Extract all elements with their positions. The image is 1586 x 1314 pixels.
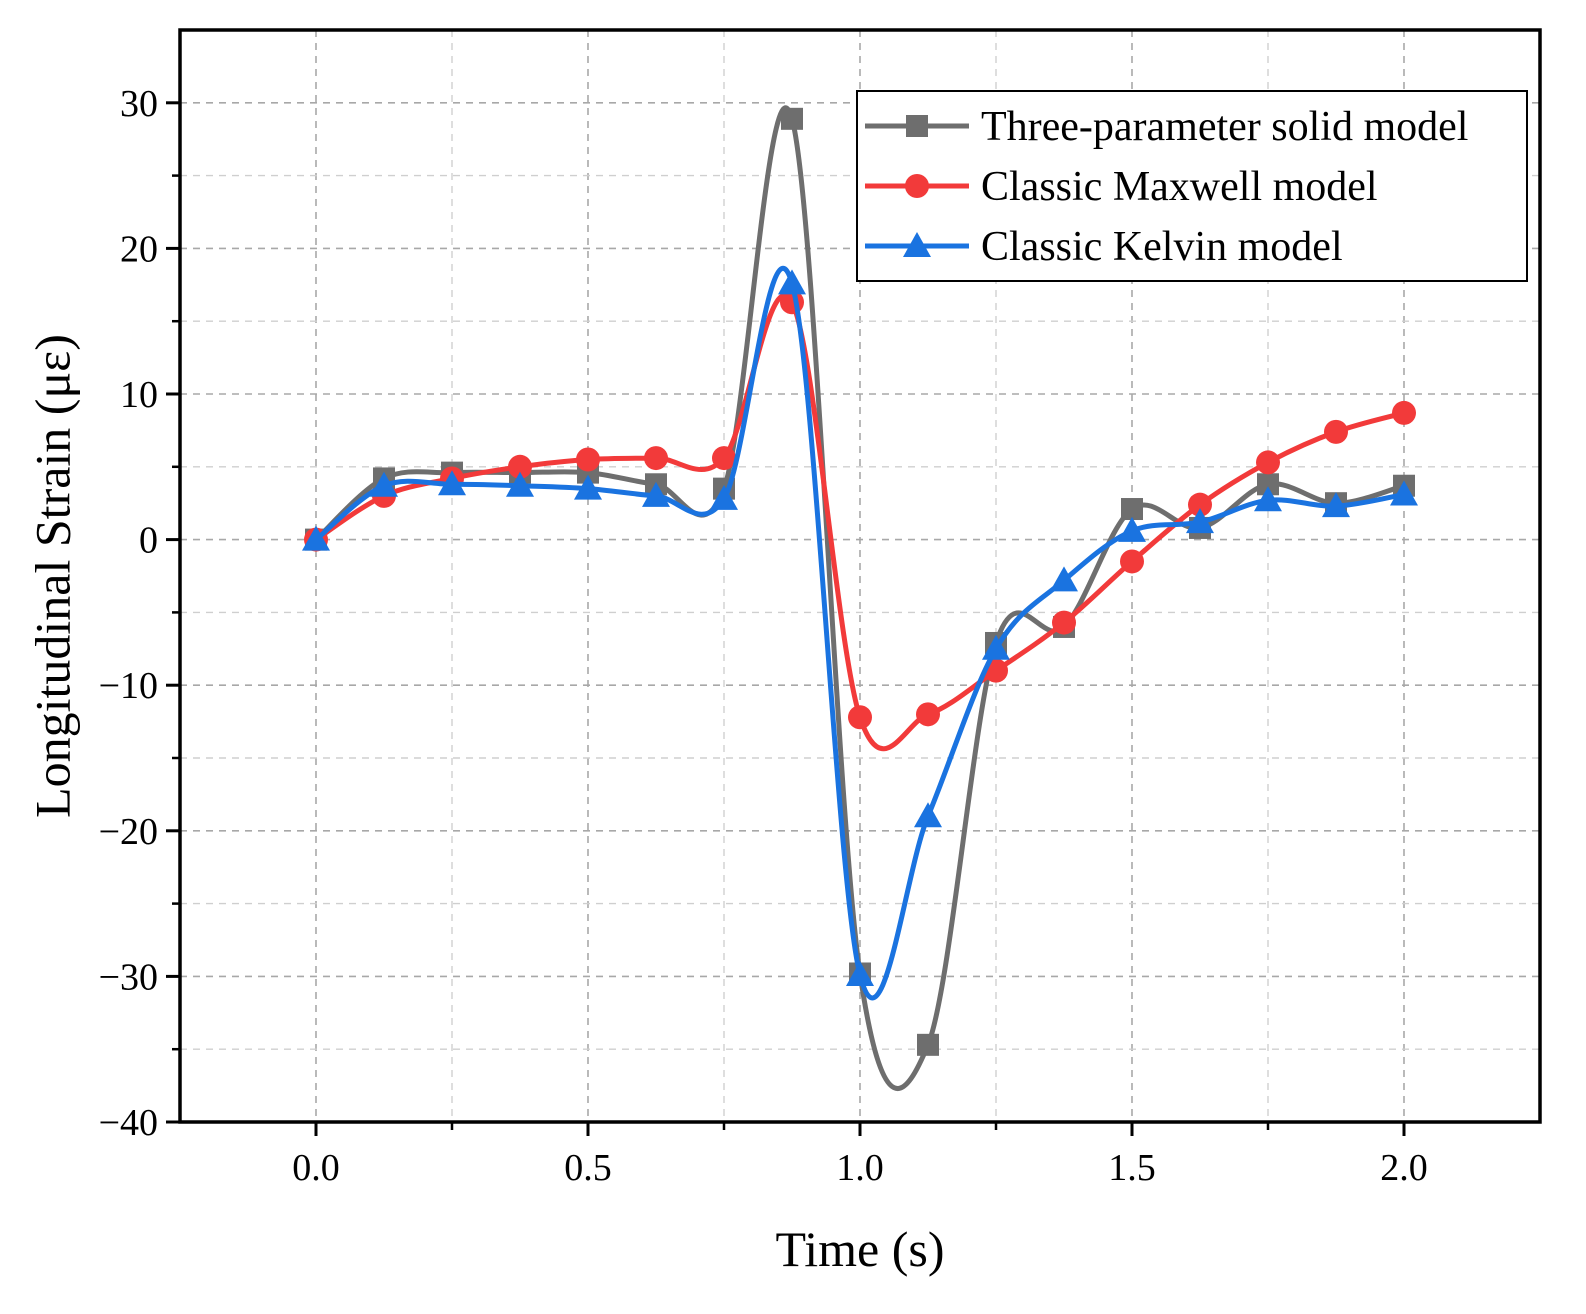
legend-entry: Classic Maxwell model <box>865 164 1378 210</box>
x-tick-label: 1.5 <box>1108 1147 1156 1189</box>
y-axis-title: Longitudinal Strain (με) <box>24 334 80 818</box>
data-point <box>914 802 942 828</box>
legend-box <box>856 90 1528 282</box>
data-point <box>576 447 600 472</box>
y-tick-label: −20 <box>99 811 158 853</box>
data-point <box>642 481 670 507</box>
x-tick-label: 0.5 <box>564 1147 612 1189</box>
legend-entry: Three-parameter solid model <box>865 104 1468 150</box>
legend: Three-parameter solid model Classic Maxwe… <box>856 90 1528 282</box>
data-point <box>1118 516 1146 542</box>
legend-label: Classic Kelvin model <box>981 224 1343 270</box>
data-point <box>1052 610 1076 635</box>
data-point <box>712 446 736 471</box>
data-point <box>1254 486 1282 512</box>
data-point <box>1322 492 1350 518</box>
x-axis-title: Time (s) <box>775 1221 944 1277</box>
series-line <box>314 105 1405 1091</box>
data-point <box>644 446 668 471</box>
y-tick-label: −30 <box>99 956 158 998</box>
data-point <box>848 705 872 730</box>
x-tick-label: 1.0 <box>836 1147 884 1189</box>
legend-swatch-marker <box>906 115 928 137</box>
data-point <box>982 634 1010 660</box>
data-point <box>1324 419 1348 444</box>
data-point <box>1121 498 1143 521</box>
data-point <box>916 702 940 727</box>
y-tick-label: 30 <box>120 83 158 125</box>
data-point <box>781 107 803 130</box>
legend-swatch-marker <box>903 232 931 257</box>
data-point <box>1390 480 1418 506</box>
data-point <box>574 474 602 500</box>
data-point <box>506 471 534 497</box>
legend-label: Classic Maxwell model <box>981 164 1378 210</box>
data-point <box>1050 566 1078 592</box>
data-point <box>1256 450 1280 475</box>
legend-label: Three-parameter solid model <box>981 104 1468 150</box>
data-point <box>846 960 874 986</box>
legend-entry: Classic Kelvin model <box>865 224 1343 270</box>
series-classic-maxwell-model <box>304 290 1416 751</box>
data-point <box>302 525 330 551</box>
data-point <box>438 470 466 496</box>
y-tick-label: −40 <box>99 1102 158 1144</box>
series-line <box>314 266 1405 1001</box>
x-tick-label: 2.0 <box>1380 1147 1428 1189</box>
series-classic-kelvin-model <box>302 266 1418 1001</box>
data-point <box>370 471 398 497</box>
data-point <box>1188 492 1212 517</box>
data-point <box>508 454 532 479</box>
series-layer <box>302 105 1418 1091</box>
y-tick-label: 20 <box>120 228 158 270</box>
axis-ticks: 0.0 0.5 1.0 1.5 2.0 −40 −30 −20 −10 0 10 20 30 <box>99 83 1428 1189</box>
data-point <box>778 269 806 295</box>
y-tick-label: −10 <box>99 665 158 707</box>
data-point <box>1257 473 1279 496</box>
data-point <box>1120 549 1144 574</box>
data-point <box>1186 508 1214 534</box>
y-tick-label: 10 <box>120 374 158 416</box>
y-tick-label: 0 <box>139 520 158 562</box>
data-point <box>917 1033 939 1056</box>
data-point <box>1392 400 1416 425</box>
x-tick-label: 0.0 <box>292 1147 340 1189</box>
legend-swatch-marker <box>905 174 929 198</box>
data-point <box>710 484 738 510</box>
